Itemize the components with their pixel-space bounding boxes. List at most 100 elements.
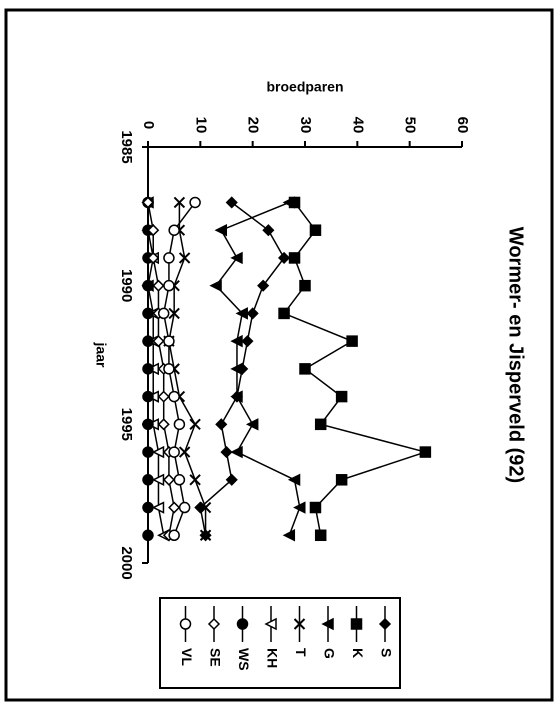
marker [178,501,191,514]
y-tick-label: 0 [140,121,157,129]
legend-label: WS [236,648,252,671]
y-tick-label: 40 [349,117,366,134]
marker [142,529,154,542]
marker [147,224,160,237]
marker [163,252,175,264]
chart-title: Wormer- en Jisperveld (92) [505,227,527,483]
marker [142,335,154,347]
marker [142,390,154,403]
marker [163,335,175,347]
marker [278,307,290,320]
y-tick-label: 10 [192,117,209,134]
marker [293,501,306,514]
marker [246,307,259,320]
marker [152,335,165,348]
marker [142,418,154,431]
marker [209,279,222,292]
legend-label: G [321,648,337,659]
marker [199,501,212,514]
legend-box [159,597,401,689]
marker [157,418,170,431]
marker [288,252,301,264]
marker [262,224,275,237]
marker [157,307,170,320]
marker [189,418,201,431]
marker [152,279,165,292]
marker [168,390,180,403]
y-tick-label: 20 [245,117,262,134]
marker [189,474,201,486]
marker [173,474,186,486]
marker [230,362,243,376]
marker [168,501,181,514]
marker [299,279,311,292]
marker [230,334,243,348]
marker [163,279,175,292]
marker [225,196,238,209]
marker [168,307,180,320]
legend-label: K [350,648,366,658]
marker [378,617,392,631]
marker [199,529,212,541]
marker [230,445,243,459]
marker [314,529,327,542]
marker [163,363,175,375]
marker [225,473,238,486]
marker [142,279,154,292]
marker [346,335,358,347]
marker [178,446,191,458]
marker [173,196,186,209]
marker [179,618,192,630]
marker [282,196,296,209]
marker [419,446,432,458]
marker [230,251,243,265]
marker [178,252,191,264]
marker [214,223,228,237]
legend-label: T [293,648,309,657]
marker [142,474,154,486]
x-axis-title: jaar [93,342,109,368]
marker [287,473,301,487]
x-tick-label: 1990 [118,269,135,302]
marker [215,418,228,431]
marker [168,224,180,236]
y-tick-label: 60 [454,117,471,134]
legend-label: S [378,648,394,657]
marker [309,224,322,236]
marker [350,618,363,630]
marker [168,529,180,542]
marker [264,617,277,631]
marker [230,390,243,403]
marker [314,418,327,431]
marker [147,251,160,264]
x-tick-label: 2000 [118,546,135,579]
marker [335,474,348,486]
legend-label: KH [264,648,280,668]
series-line [215,201,301,536]
marker [142,363,154,375]
marker [257,279,270,292]
marker [220,446,233,459]
x-tick-label: 1985 [118,130,135,163]
frame [4,8,554,702]
x-tick-label: 1995 [118,408,135,441]
legend-label: SE [207,648,223,667]
marker [141,196,155,209]
marker [293,618,306,630]
marker [207,617,221,631]
marker [282,529,296,542]
marker [278,251,291,264]
marker [335,390,348,403]
marker [241,335,254,348]
marker [189,196,201,209]
marker [321,617,334,631]
marker [245,418,259,431]
marker [151,501,165,514]
marker [142,307,154,320]
y-tick-label: 50 [402,117,419,134]
marker [142,446,154,458]
marker [142,501,154,514]
marker [173,418,186,431]
y-tick-label: 30 [297,117,314,134]
